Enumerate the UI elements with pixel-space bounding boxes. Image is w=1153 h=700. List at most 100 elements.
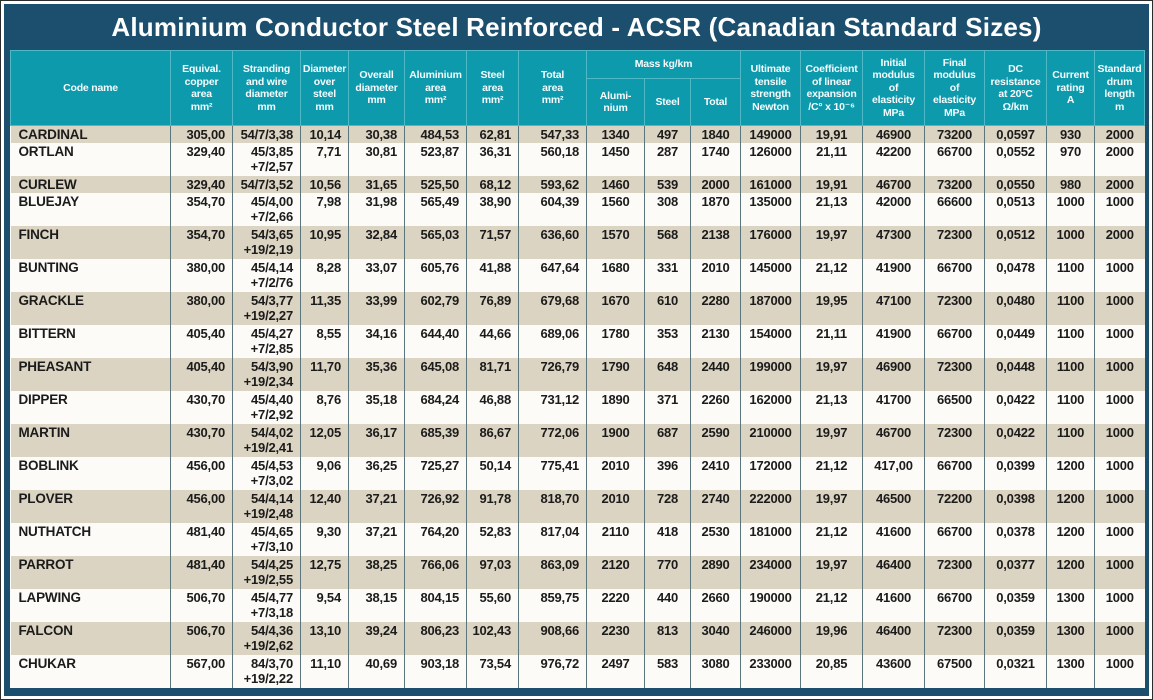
cell-steel-area: 36,31 (466, 143, 519, 176)
cell-overall-diameter: 32,84 (348, 226, 405, 259)
cell-equiv-copper-area: 567,00 (170, 655, 233, 688)
cell-aluminium-area: 685,39 (404, 424, 467, 457)
cell-code-name: CARDINAL (10, 125, 171, 143)
cell-steel-area: 86,67 (466, 424, 519, 457)
cell-mass-aluminium: 2497 (586, 655, 645, 688)
cell-aluminium-area: 565,03 (404, 226, 467, 259)
table-row: DIPPER 430,70 45/4,40 +7/2,92 8,76 35,18 684,… (10, 391, 1145, 424)
cell-diameter-over-steel: 8,76 (300, 391, 349, 424)
cell-aluminium-area: 484,53 (404, 125, 467, 143)
cell-aluminium-area: 725,27 (404, 457, 467, 490)
cell-total-area: 726,79 (518, 358, 587, 391)
cell-initial-modulus: 417,00 (862, 457, 926, 490)
cell-dc-resistance: 0,0513 (984, 193, 1048, 226)
cell-stranding: 45/4,65 +7/3,10 (232, 523, 301, 556)
cell-mass-steel: 648 (644, 358, 691, 391)
cell-diameter-over-steel: 12,05 (300, 424, 349, 457)
cell-coefficient-expansion: 20,85 (800, 655, 864, 688)
cell-steel-area: 91,78 (466, 490, 519, 523)
cell-mass-steel: 371 (644, 391, 691, 424)
cell-total-area: 636,60 (518, 226, 587, 259)
cell-stranding: 54/7/3,52 (232, 176, 301, 193)
table-row: MARTIN 430,70 54/4,02 +19/2,41 12,05 36,17 68… (10, 424, 1145, 457)
cell-equiv-copper-area: 430,70 (170, 424, 233, 457)
cell-stranding: 54/4,25 +19/2,55 (232, 556, 301, 589)
col-header-total-area: Total area mm² (518, 50, 587, 126)
cell-code-name: MARTIN (10, 424, 171, 457)
cell-ultimate-tensile-strength: 172000 (740, 457, 802, 490)
table-row: LAPWING 506,70 45/4,77 +7/3,18 9,54 38,15 804… (10, 589, 1145, 622)
cell-current-rating: 1000 (1046, 193, 1096, 226)
cell-final-modulus: 66700 (924, 325, 986, 358)
cell-aluminium-area: 645,08 (404, 358, 467, 391)
col-header-final-modulus: Final modulus of elasticity MPa (924, 50, 986, 126)
cell-current-rating: 1300 (1046, 655, 1096, 688)
cell-mass-aluminium: 2110 (586, 523, 645, 556)
col-header-drum-length: Standard drum length m (1094, 50, 1146, 126)
col-header-mass-steel: Steel (644, 78, 691, 126)
cell-mass-aluminium: 2230 (586, 622, 645, 655)
cell-initial-modulus: 41900 (862, 325, 926, 358)
cell-ultimate-tensile-strength: 246000 (740, 622, 802, 655)
cell-steel-area: 46,88 (466, 391, 519, 424)
cell-initial-modulus: 43600 (862, 655, 926, 688)
cell-aluminium-area: 644,40 (404, 325, 467, 358)
cell-diameter-over-steel: 10,14 (300, 125, 349, 143)
cell-code-name: BUNTING (10, 259, 171, 292)
cell-mass-total: 1840 (689, 125, 742, 143)
cell-diameter-over-steel: 12,40 (300, 490, 349, 523)
cell-diameter-over-steel: 12,75 (300, 556, 349, 589)
cell-coefficient-expansion: 19,97 (800, 226, 864, 259)
col-header-equiv-copper-area: Equival. copper area mm² (170, 50, 233, 126)
cell-current-rating: 1200 (1046, 523, 1096, 556)
cell-dc-resistance: 0,0448 (984, 358, 1048, 391)
cell-dc-resistance: 0,0359 (984, 589, 1048, 622)
title-band: Aluminium Conductor Steel Reinforced - A… (10, 4, 1143, 50)
cell-mass-total: 2740 (689, 490, 742, 523)
cell-stranding: 54/4,36 +19/2,62 (232, 622, 301, 655)
cell-coefficient-expansion: 21,12 (800, 457, 864, 490)
cell-ultimate-tensile-strength: 222000 (740, 490, 802, 523)
cell-overall-diameter: 34,16 (348, 325, 405, 358)
cell-overall-diameter: 35,36 (348, 358, 405, 391)
table-row: NUTHATCH 481,40 45/4,65 +7/3,10 9,30 37,21 76… (10, 523, 1145, 556)
cell-coefficient-expansion: 21,12 (800, 259, 864, 292)
cell-ultimate-tensile-strength: 181000 (740, 523, 802, 556)
cell-equiv-copper-area: 305,00 (170, 125, 233, 143)
cell-steel-area: 55,60 (466, 589, 519, 622)
cell-total-area: 560,18 (518, 143, 587, 176)
cell-equiv-copper-area: 329,40 (170, 176, 233, 193)
cell-mass-total: 2000 (689, 176, 742, 193)
cell-equiv-copper-area: 354,70 (170, 226, 233, 259)
table-row: FINCH 354,70 54/3,65 +19/2,19 10,95 32,84 565… (10, 226, 1145, 259)
cell-stranding: 54/3,65 +19/2,19 (232, 226, 301, 259)
cell-dc-resistance: 0,0512 (984, 226, 1048, 259)
cell-initial-modulus: 46700 (862, 176, 926, 193)
cell-equiv-copper-area: 456,00 (170, 490, 233, 523)
col-header-aluminium-area: Aluminium area mm² (404, 50, 467, 126)
acsr-table: Code name Equival. copper area mm² Stran… (10, 50, 1146, 688)
cell-mass-aluminium: 1340 (586, 125, 645, 143)
cell-aluminium-area: 804,15 (404, 589, 467, 622)
cell-aluminium-area: 726,92 (404, 490, 467, 523)
cell-mass-steel: 539 (644, 176, 691, 193)
cell-code-name: GRACKLE (10, 292, 171, 325)
cell-total-area: 976,72 (518, 655, 587, 688)
cell-overall-diameter: 33,07 (348, 259, 405, 292)
table-header: Code name Equival. copper area mm² Stran… (10, 50, 1146, 126)
cell-total-area: 818,70 (518, 490, 587, 523)
cell-mass-total: 2138 (689, 226, 742, 259)
cell-current-rating: 1100 (1046, 325, 1096, 358)
cell-ultimate-tensile-strength: 190000 (740, 589, 802, 622)
table-row: CURLEW 329,40 54/7/3,52 10,56 31,65 525,50 68,… (10, 176, 1145, 193)
cell-overall-diameter: 36,17 (348, 424, 405, 457)
cell-steel-area: 44,66 (466, 325, 519, 358)
cell-drum-length: 1000 (1094, 424, 1145, 457)
col-header-code-name: Code name (10, 50, 171, 126)
cell-final-modulus: 66600 (924, 193, 986, 226)
cell-initial-modulus: 41900 (862, 259, 926, 292)
cell-total-area: 772,06 (518, 424, 587, 457)
cell-stranding: 54/4,14 +19/2,48 (232, 490, 301, 523)
cell-steel-area: 97,03 (466, 556, 519, 589)
cell-total-area: 775,41 (518, 457, 587, 490)
